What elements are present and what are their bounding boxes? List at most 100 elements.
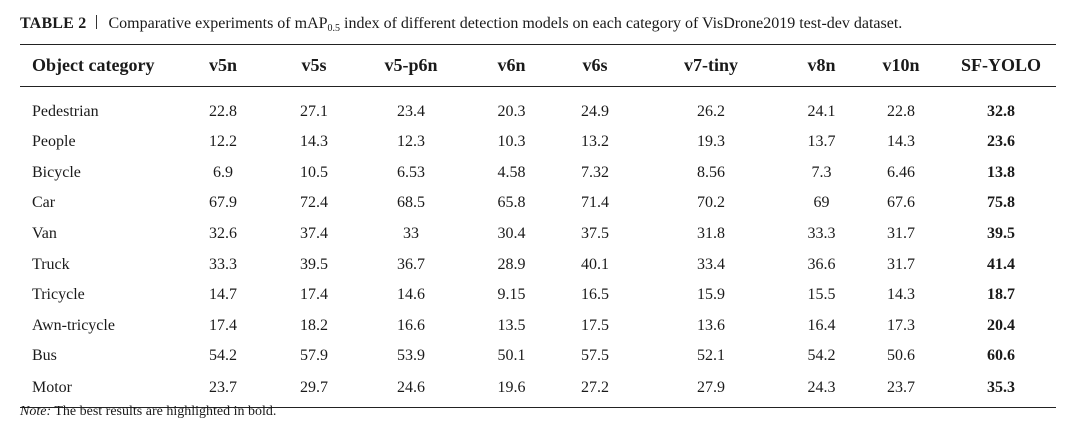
table-caption: TABLE 2 Comparative experiments of mAP0.5… bbox=[20, 12, 902, 36]
table-label: TABLE 2 bbox=[20, 15, 87, 32]
value-cell: 24.6 bbox=[354, 371, 468, 408]
caption-text-before: Comparative experiments of mAP bbox=[108, 15, 328, 32]
best-value-cell: 39.5 bbox=[987, 225, 1015, 243]
value-cell: 26.2 bbox=[697, 102, 725, 120]
value-cell: 10.3 bbox=[497, 133, 526, 151]
best-value-cell: 13.8 bbox=[987, 163, 1015, 181]
value-cell: 67.6 bbox=[887, 194, 915, 212]
value-cell: 24.1 bbox=[807, 102, 836, 120]
table-row: Car 67.9 72.4 68.5 65.8 71.4 70.2 69 67.6 75.8 bbox=[20, 188, 1056, 219]
table-note: Note: The best results are highlighted i… bbox=[20, 404, 276, 420]
value-cell: 16.4 bbox=[807, 316, 836, 334]
caption-separator bbox=[96, 15, 98, 29]
value-cell: 17.5 bbox=[581, 316, 609, 334]
value-cell: 37.4 bbox=[300, 225, 328, 243]
value-cell: 22.8 bbox=[209, 102, 237, 120]
value-cell: 31.8 bbox=[697, 225, 725, 243]
value-cell: 30.4 bbox=[497, 225, 526, 243]
value-cell: 28.9 bbox=[497, 255, 526, 273]
value-cell: 17.4 bbox=[209, 316, 237, 334]
value-cell: 19.6 bbox=[468, 371, 555, 408]
category-cell: Awn-tricycle bbox=[32, 316, 115, 334]
value-cell: 50.6 bbox=[887, 347, 915, 365]
value-cell: 54.2 bbox=[209, 347, 237, 365]
results-table: Object category v5n v5s v5-p6n v6n v6s v7-tiny… bbox=[20, 44, 1056, 408]
column-header-model: v7-tiny bbox=[635, 44, 787, 87]
value-cell: 9.15 bbox=[497, 286, 526, 304]
value-cell: 52.1 bbox=[697, 347, 725, 365]
value-cell: 32.6 bbox=[209, 225, 237, 243]
best-value-cell: 32.8 bbox=[987, 102, 1015, 120]
value-cell: 13.6 bbox=[697, 316, 725, 334]
value-cell: 20.3 bbox=[497, 102, 526, 120]
best-value-cell: 23.6 bbox=[987, 133, 1015, 151]
value-cell: 7.3 bbox=[811, 163, 832, 181]
category-cell: Pedestrian bbox=[32, 102, 99, 120]
value-cell: 68.5 bbox=[397, 194, 425, 212]
value-cell: 67.9 bbox=[209, 194, 237, 212]
value-cell: 15.9 bbox=[697, 286, 725, 304]
value-cell: 12.2 bbox=[209, 133, 237, 151]
value-cell: 13.2 bbox=[581, 133, 609, 151]
value-cell: 23.7 bbox=[856, 371, 946, 408]
value-cell: 29.7 bbox=[274, 371, 354, 408]
value-cell: 22.8 bbox=[887, 102, 915, 120]
category-cell: Motor bbox=[20, 371, 172, 408]
note-text: The best results are highlighted in bold… bbox=[51, 404, 277, 419]
column-header-category: Object category bbox=[20, 44, 172, 87]
column-header-model: v8n bbox=[787, 44, 856, 87]
table-row: Motor 23.7 29.7 24.6 19.6 27.2 27.9 24.3 23.7 35.… bbox=[20, 371, 1056, 408]
value-cell: 16.5 bbox=[581, 286, 609, 304]
value-cell: 14.3 bbox=[887, 286, 915, 304]
table-row: People 12.2 14.3 12.3 10.3 13.2 19.3 13.7 14.3 23… bbox=[20, 127, 1056, 158]
best-value-cell: 18.7 bbox=[987, 286, 1015, 304]
value-cell: 40.1 bbox=[581, 255, 609, 273]
best-value-cell: 41.4 bbox=[987, 255, 1015, 273]
value-cell: 13.5 bbox=[497, 316, 526, 334]
value-cell: 33.3 bbox=[807, 225, 836, 243]
value-cell: 33 bbox=[403, 225, 419, 243]
value-cell: 19.3 bbox=[697, 133, 725, 151]
value-cell: 57.5 bbox=[581, 347, 609, 365]
value-cell: 24.3 bbox=[787, 371, 856, 408]
value-cell: 23.4 bbox=[397, 102, 425, 120]
table-row: Bus 54.2 57.9 53.9 50.1 57.5 52.1 54.2 50.6 60.6 bbox=[20, 341, 1056, 372]
value-cell: 27.9 bbox=[635, 371, 787, 408]
value-cell: 14.6 bbox=[397, 286, 425, 304]
value-cell: 4.58 bbox=[497, 163, 526, 181]
value-cell: 15.5 bbox=[807, 286, 836, 304]
category-cell: Bus bbox=[32, 347, 57, 365]
caption-subscript: 0.5 bbox=[327, 23, 341, 34]
best-value-cell: 20.4 bbox=[987, 316, 1015, 334]
best-value-cell: 60.6 bbox=[987, 347, 1015, 365]
value-cell: 37.5 bbox=[581, 225, 609, 243]
value-cell: 36.6 bbox=[807, 255, 836, 273]
value-cell: 33.4 bbox=[697, 255, 725, 273]
value-cell: 71.4 bbox=[581, 194, 609, 212]
column-header-model: v6s bbox=[555, 44, 635, 87]
value-cell: 50.1 bbox=[497, 347, 526, 365]
value-cell: 6.46 bbox=[887, 163, 915, 181]
category-cell: People bbox=[32, 133, 76, 151]
column-header-model: v5-p6n bbox=[354, 44, 468, 87]
value-cell: 72.4 bbox=[300, 194, 328, 212]
value-cell: 39.5 bbox=[300, 255, 328, 273]
value-cell: 12.3 bbox=[397, 133, 425, 151]
value-cell: 10.5 bbox=[300, 163, 328, 181]
best-value-cell: 75.8 bbox=[987, 194, 1015, 212]
category-cell: Tricycle bbox=[32, 286, 85, 304]
column-header-model: v5n bbox=[172, 44, 274, 87]
value-cell: 70.2 bbox=[697, 194, 725, 212]
table-body: Pedestrian 22.8 27.1 23.4 20.3 24.9 26.2 24.1 22… bbox=[20, 87, 1056, 408]
value-cell: 17.3 bbox=[887, 316, 915, 334]
value-cell: 6.9 bbox=[213, 163, 233, 181]
value-cell: 7.32 bbox=[581, 163, 609, 181]
category-cell: Bicycle bbox=[32, 163, 81, 181]
value-cell: 14.3 bbox=[300, 133, 328, 151]
value-cell: 57.9 bbox=[300, 347, 328, 365]
value-cell: 54.2 bbox=[807, 347, 836, 365]
table-row: Tricycle 14.7 17.4 14.6 9.15 16.5 15.9 15.5 14.3… bbox=[20, 280, 1056, 311]
table-row: Pedestrian 22.8 27.1 23.4 20.3 24.9 26.2 24.1 22… bbox=[20, 87, 1056, 128]
value-cell: 33.3 bbox=[209, 255, 237, 273]
header-row: Object category v5n v5s v5-p6n v6n v6s v7-tiny… bbox=[20, 44, 1056, 87]
